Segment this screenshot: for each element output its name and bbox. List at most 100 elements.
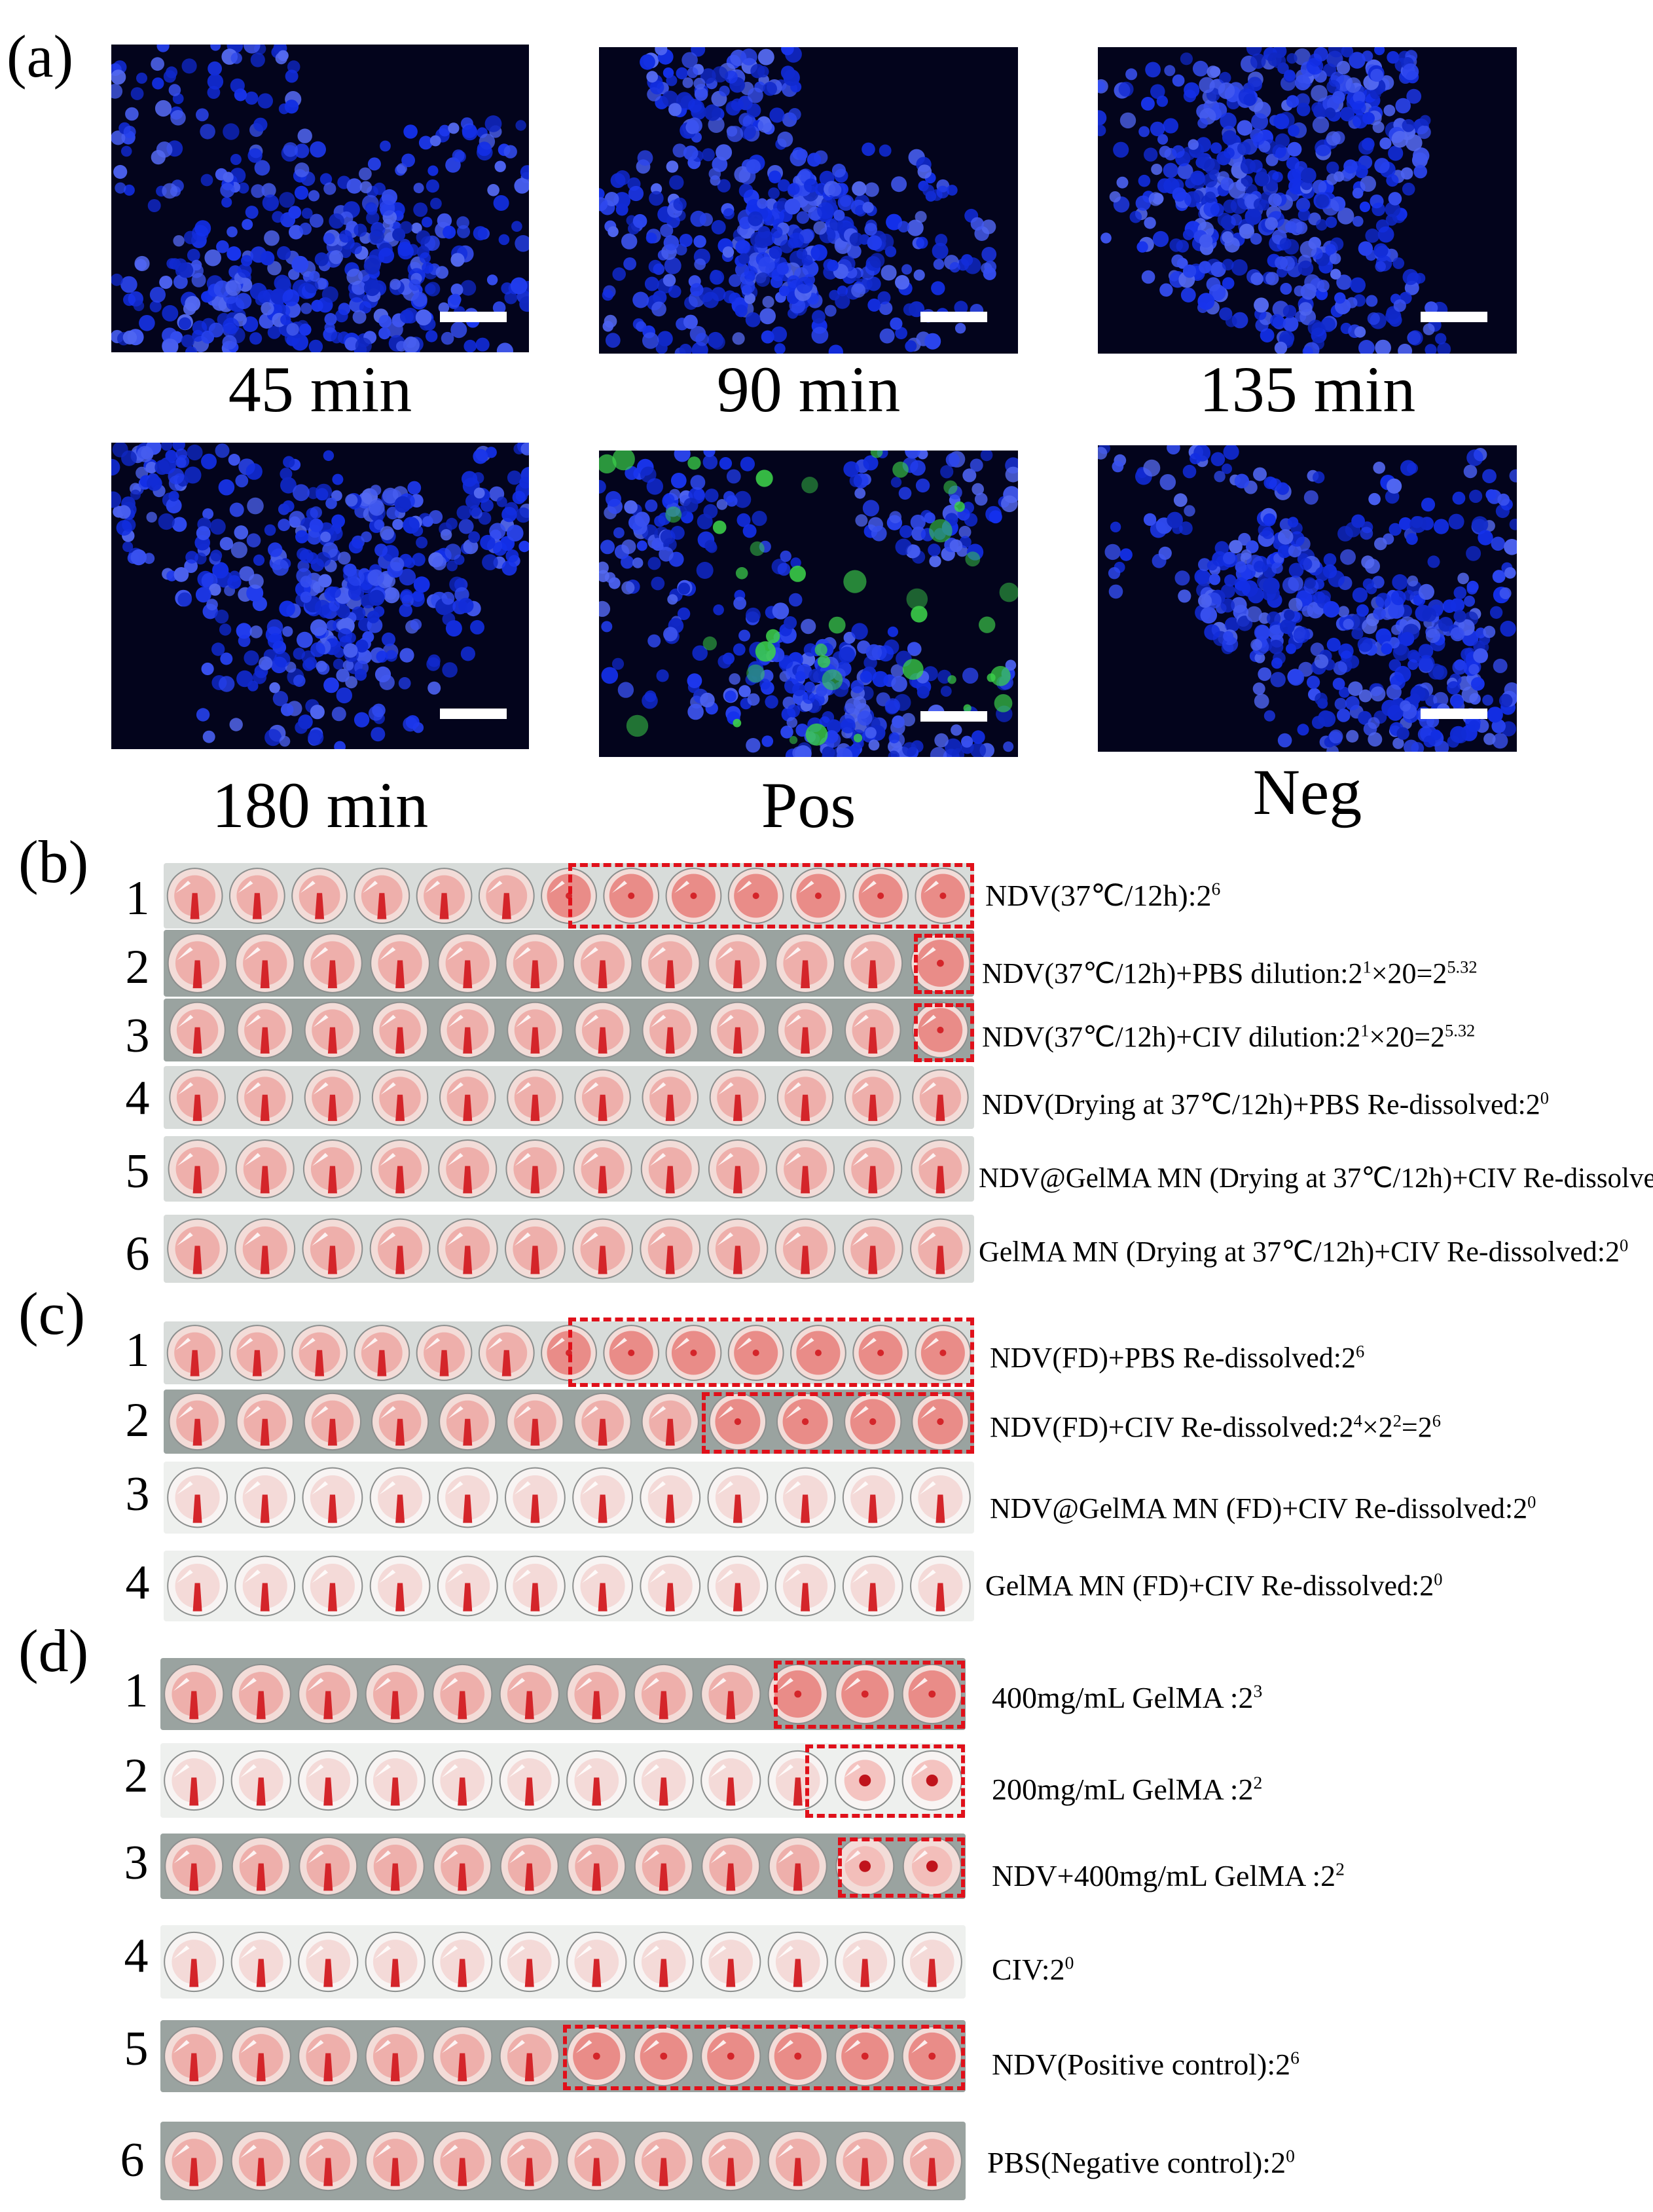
nucleus [647,634,661,648]
rbc-center [928,2052,936,2060]
nucleus [354,223,367,237]
green-fluorescence [612,451,635,471]
nucleus [477,141,492,157]
nucleus [1301,605,1313,617]
nucleus [733,643,746,656]
nucleus [373,182,386,195]
nucleus [888,739,902,754]
well-glare [844,2040,861,2054]
well-glare [312,1570,329,1583]
nucleus [660,223,674,238]
rbc-center [752,1349,759,1357]
nucleus [1435,333,1447,344]
nucleus [519,477,529,489]
nucleus [625,466,639,480]
nucleus [864,182,879,197]
rbc-streak [395,1027,405,1054]
nucleus [485,447,497,458]
nucleus [947,185,958,196]
nucleus [1240,158,1256,174]
nucleus [746,738,761,753]
nucleus [1223,551,1236,564]
nucleus [790,557,801,568]
nucleus [1255,625,1271,640]
nucleus [280,314,291,325]
nucleus [285,69,299,83]
nucleus [430,198,442,210]
nucleus [1138,174,1151,187]
nucleus [807,153,822,167]
nucleus [443,225,456,239]
nucleus [1375,219,1389,232]
nucleus [189,264,204,278]
nucleus [1230,197,1247,214]
well-glare [178,1082,194,1095]
nucleus [446,560,458,572]
nucleus [272,691,289,707]
nucleus [473,449,488,464]
rbc-center [937,1026,944,1034]
rbc-streak [659,1777,668,1806]
nucleus [1379,137,1392,150]
nucleus [1374,537,1387,551]
rbc-streak [733,1494,742,1523]
nucleus [279,600,295,617]
nucleus [784,616,797,629]
nucleus [740,279,755,294]
nucleus [323,677,339,693]
nucleus [1293,626,1310,644]
nucleus [122,330,137,345]
nucleus [1174,570,1190,586]
nucleus [1190,452,1201,464]
nucleus [1343,618,1354,630]
green-fluorescence [665,506,682,523]
nucleus [272,211,284,223]
nucleus [448,122,460,134]
nucleus [1298,260,1314,276]
well-glare [844,1678,861,1691]
well-glare [853,1406,869,1419]
row-label: NDV+400mg/mL GelMA :22 [992,1858,1345,1892]
nucleus [111,130,126,145]
well-glare [786,1082,801,1095]
nucleus [672,143,687,158]
well-glare [177,1152,193,1166]
rbc-streak [395,1245,405,1274]
nucleus [694,87,708,101]
nucleus [168,84,181,96]
nucleus [604,192,619,206]
nucleus [195,587,211,603]
nucleus [236,670,253,688]
nucleus [403,337,420,352]
nucleus [1499,693,1513,708]
nucleus [788,232,805,248]
nucleus [1409,693,1421,705]
rbc-streak [726,1691,736,1720]
rbc-streak [598,1027,608,1054]
green-fluorescence [929,519,953,543]
well-glare [176,1570,193,1583]
rbc-streak [256,1863,266,1891]
nucleus [1315,139,1332,157]
well-glare [852,1232,869,1246]
rbc-streak [860,2158,870,2186]
rbc-streak [463,1166,473,1194]
nucleus [350,242,362,255]
nucleus [1450,627,1465,642]
nucleus [227,226,238,238]
nucleus [302,659,315,671]
well-glare [441,1764,458,1778]
well-glare [777,1945,793,1959]
nucleus [693,77,706,90]
nucleus [679,234,693,248]
nucleus [757,198,768,209]
rbc-streak [659,1691,668,1720]
nucleus [445,620,462,637]
rbc-streak [598,960,608,989]
green-fluorescence [954,501,965,512]
rbc-streak [192,1494,202,1523]
nucleus [810,244,827,261]
well-glare [777,1678,793,1691]
rbc-streak [659,1959,668,1987]
nucleus [716,499,728,510]
